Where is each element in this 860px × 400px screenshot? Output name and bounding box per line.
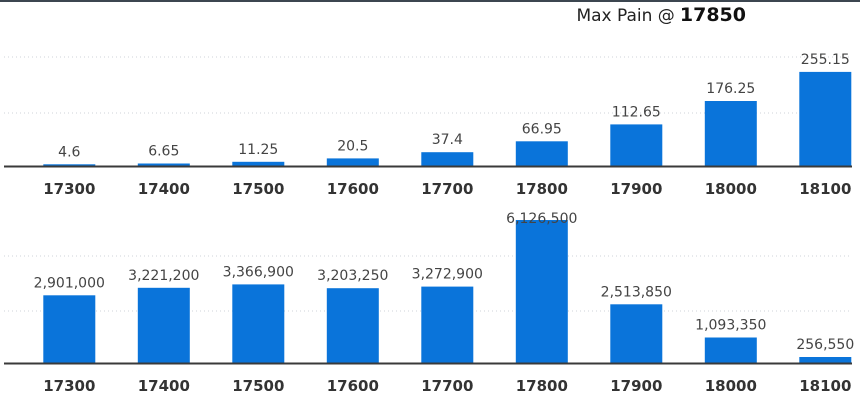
value-label: 255.15	[801, 52, 850, 68]
value-label: 20.5	[337, 138, 368, 154]
bar-17800	[515, 141, 568, 166]
value-label: 176.25	[706, 81, 755, 97]
x-tick-label: 18100	[799, 180, 851, 198]
max-pain-value: 17850	[679, 4, 746, 26]
value-label: 37.4	[432, 132, 463, 148]
bar-18100	[799, 357, 852, 363]
value-label: 11.25	[238, 142, 278, 158]
bar-18100	[799, 71, 852, 166]
value-label: 4.6	[58, 144, 80, 160]
bar-17800	[515, 220, 568, 363]
top-border	[0, 0, 860, 2]
bar-17900	[610, 304, 663, 363]
x-tick-label: 17500	[232, 180, 284, 198]
open-interest-bar-chart: 2,901,000 3,221,200 3,366,900 3,203,250 3,27…	[4, 211, 854, 395]
bar-17600	[326, 158, 379, 166]
value-label: 3,272,900	[412, 267, 483, 283]
value-label: 3,221,200	[128, 268, 199, 284]
value-label: 6,126,500	[506, 211, 577, 227]
value-label: 3,203,250	[317, 268, 388, 284]
x-tick-label: 17900	[610, 180, 662, 198]
x-tick-label: 17400	[138, 377, 190, 395]
x-tick-label: 18000	[705, 180, 757, 198]
value-label: 112.65	[612, 104, 661, 120]
premium-bar-chart: 4.6 6.65 11.25 20.5 37.4 66.95 112.65 176.25 255…	[4, 52, 852, 198]
x-tick-label: 17900	[610, 377, 662, 395]
x-tick-label: 17700	[421, 377, 473, 395]
x-tick-label: 18000	[705, 377, 757, 395]
x-tick-label: 17600	[327, 377, 379, 395]
x-tick-label: 17800	[516, 180, 568, 198]
max-pain-label: Max Pain @	[576, 6, 675, 26]
value-label: 6.65	[148, 144, 179, 160]
bar-17300	[43, 164, 96, 166]
x-tick-label: 17600	[327, 180, 379, 198]
bar-18000	[704, 101, 757, 166]
x-tick-label: 17800	[516, 377, 568, 395]
value-label: 1,093,350	[695, 318, 766, 334]
bar-17500	[232, 284, 285, 363]
bar-18000	[704, 337, 757, 363]
x-tick-label: 17300	[43, 180, 95, 198]
x-tick-label: 18100	[799, 377, 851, 395]
value-label: 3,366,900	[223, 264, 294, 280]
x-tick-label: 17500	[232, 377, 284, 395]
bar-17700	[421, 286, 474, 363]
bar-17400	[137, 163, 190, 166]
x-tick-label: 17400	[138, 180, 190, 198]
bar-17900	[610, 124, 663, 166]
bar-17700	[421, 152, 474, 166]
x-tick-label: 17700	[421, 180, 473, 198]
bar-17400	[137, 287, 190, 363]
value-label: 2,513,850	[601, 284, 672, 300]
bar-17600	[326, 288, 379, 363]
bar-17500	[232, 161, 285, 166]
value-label: 2,901,000	[34, 275, 105, 291]
value-label: 66.95	[522, 121, 562, 137]
value-label: 256,550	[796, 337, 854, 353]
max-pain-header: Max Pain @ 17850	[576, 4, 746, 26]
x-tick-label: 17300	[43, 377, 95, 395]
bar-17300	[43, 295, 96, 363]
